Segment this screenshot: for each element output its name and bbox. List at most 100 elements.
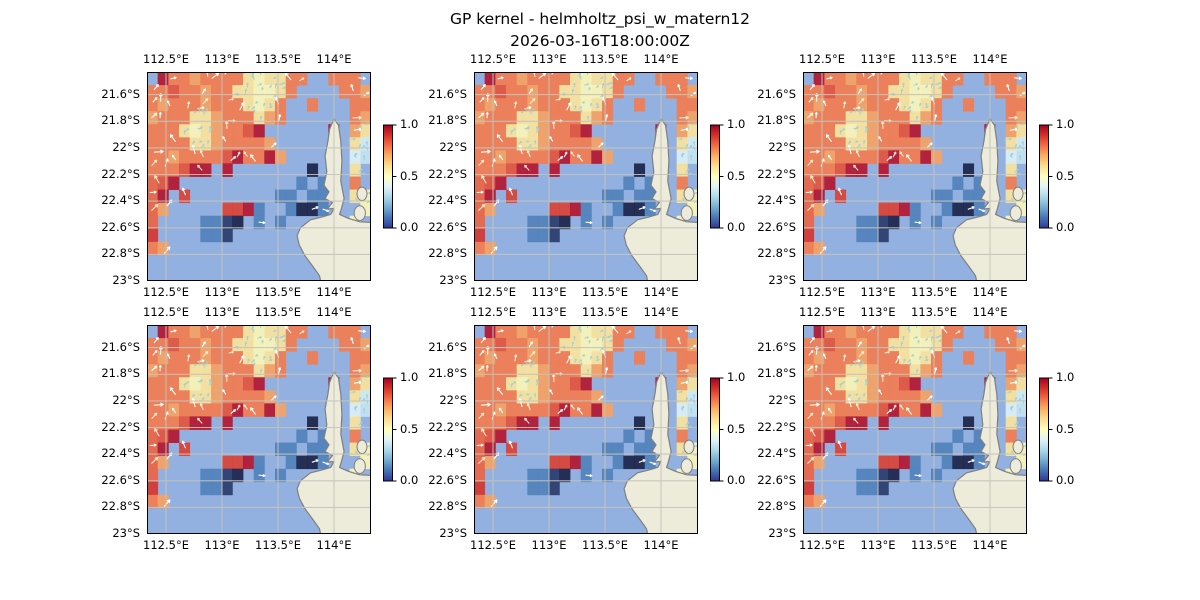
lon-tick-label-bottom: 112.5°E bbox=[799, 285, 845, 299]
heat-cell bbox=[168, 351, 180, 365]
quiver-arrow bbox=[685, 168, 690, 173]
quiver-arrow bbox=[902, 82, 905, 88]
quiver-arrow bbox=[258, 221, 266, 225]
colorbar-tick-label: 1.0 bbox=[1056, 370, 1075, 384]
heat-cell bbox=[835, 403, 847, 417]
heat-cell bbox=[813, 325, 825, 339]
heat-cell bbox=[221, 215, 233, 230]
heat-cell bbox=[856, 150, 868, 164]
quiver-arrow bbox=[685, 76, 693, 80]
heat-cell bbox=[877, 403, 889, 417]
heat-cell bbox=[920, 403, 932, 417]
colorbar bbox=[1039, 377, 1053, 482]
heat-cell bbox=[232, 72, 244, 86]
lat-tick-label: 23°S bbox=[439, 273, 467, 287]
heat-cell bbox=[211, 85, 223, 99]
heat-cell bbox=[591, 403, 603, 417]
quiver-arrow bbox=[211, 325, 220, 332]
quiver-arrow bbox=[358, 168, 363, 173]
quiver-arrow bbox=[478, 365, 485, 371]
quiver-arrow bbox=[570, 151, 575, 157]
quiver-arrow bbox=[571, 341, 575, 347]
quiver-arrow bbox=[208, 126, 212, 131]
quiver-arrow bbox=[1018, 408, 1022, 414]
heat-cell bbox=[803, 176, 815, 190]
quiver-arrow bbox=[538, 325, 547, 332]
quiver-arrow bbox=[1007, 390, 1012, 394]
heat-cell bbox=[813, 124, 825, 138]
lat-tick-label: 21.6°S bbox=[101, 86, 140, 101]
heat-cell bbox=[243, 455, 255, 470]
heat-cell bbox=[147, 124, 159, 138]
quiver-arrow bbox=[479, 97, 485, 103]
quiver-arrow bbox=[927, 395, 933, 401]
heat-cell bbox=[168, 137, 180, 151]
quiver-arrow bbox=[849, 363, 853, 367]
heat-cell bbox=[931, 468, 943, 483]
heat-cell bbox=[570, 111, 582, 125]
quiver-arrow bbox=[930, 336, 934, 342]
heat-cell bbox=[877, 351, 889, 365]
heat-cell bbox=[157, 403, 169, 417]
heat-cell bbox=[232, 137, 244, 151]
heat-cell bbox=[211, 390, 223, 404]
lat-tick-label: 22.8°S bbox=[101, 499, 140, 514]
heat-cell bbox=[179, 442, 191, 457]
heat-cell bbox=[275, 189, 287, 204]
heat-cell bbox=[559, 403, 571, 417]
quiver-arrow bbox=[208, 381, 213, 386]
heat-cell bbox=[1005, 338, 1017, 352]
heat-cell bbox=[877, 98, 889, 112]
heat-cell bbox=[243, 150, 255, 164]
heat-cell bbox=[803, 111, 815, 125]
heat-cell bbox=[835, 163, 847, 177]
heat-cell bbox=[888, 390, 900, 404]
heat-cell bbox=[484, 442, 496, 457]
heatmap-layer bbox=[474, 325, 698, 509]
heat-cell bbox=[317, 176, 329, 190]
heat-cell bbox=[221, 124, 233, 138]
quiver-arrow bbox=[254, 101, 259, 104]
heat-cell bbox=[591, 338, 603, 352]
quiver-arrow bbox=[903, 105, 906, 111]
quiver-arrow bbox=[365, 122, 369, 126]
heat-cell bbox=[995, 85, 1007, 99]
heat-cell bbox=[179, 403, 191, 417]
quiver-arrow bbox=[601, 336, 605, 342]
heat-cell bbox=[243, 98, 255, 112]
quiver-arrow bbox=[251, 325, 254, 330]
heat-cell bbox=[538, 468, 550, 483]
quiver-arrow bbox=[1011, 450, 1014, 455]
quiver-arrow bbox=[236, 151, 241, 158]
heat-cell bbox=[1005, 85, 1017, 99]
heat-cell bbox=[909, 377, 921, 391]
heat-cell bbox=[221, 98, 233, 112]
gridlines bbox=[147, 325, 371, 534]
lon-tick-label-bottom: 113.5°E bbox=[911, 285, 957, 299]
heat-cell bbox=[973, 189, 985, 204]
quiver-arrow bbox=[207, 393, 210, 398]
heat-cell bbox=[506, 137, 518, 151]
heat-cell bbox=[538, 215, 550, 230]
lat-tick-label: 22°S bbox=[768, 392, 796, 407]
heat-cell bbox=[506, 85, 518, 99]
heat-cell bbox=[232, 215, 244, 230]
heat-cell bbox=[538, 124, 550, 138]
quiver-arrow bbox=[578, 325, 581, 330]
quiver-arrow bbox=[261, 87, 264, 91]
heat-cell bbox=[243, 390, 255, 404]
lat-tick-label: 23°S bbox=[768, 526, 796, 540]
heat-cell bbox=[211, 364, 223, 378]
quiver-arrow bbox=[827, 407, 833, 414]
heat-cell bbox=[813, 150, 825, 164]
heat-cell bbox=[516, 85, 528, 99]
quiver-arrow bbox=[205, 108, 209, 113]
heat-cell bbox=[920, 111, 932, 125]
quiver-arrow bbox=[692, 141, 696, 146]
heat-cell bbox=[877, 416, 889, 430]
heat-cell bbox=[243, 85, 255, 99]
heat-cell bbox=[856, 325, 868, 339]
lat-tick-label: 22.2°S bbox=[428, 166, 467, 181]
heat-cell bbox=[147, 338, 159, 352]
heat-cell bbox=[888, 325, 900, 339]
